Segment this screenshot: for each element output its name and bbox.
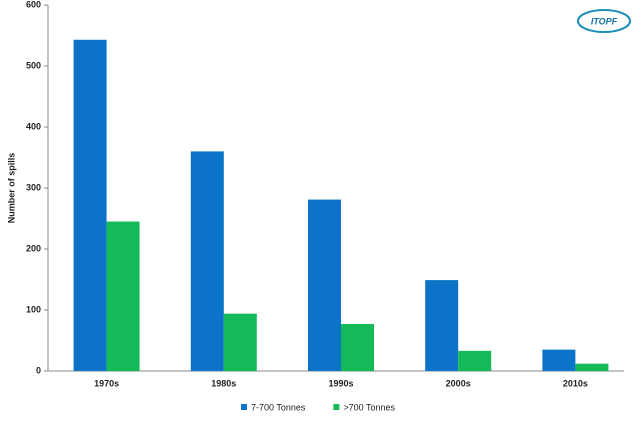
legend-swatch <box>333 404 340 410</box>
bar <box>575 363 609 371</box>
x-tick-label: 1980s <box>211 378 236 388</box>
x-tick-label: 1990s <box>328 378 353 388</box>
x-tick-label: 1970s <box>94 378 119 388</box>
y-axis-label: Number of spills <box>6 153 16 224</box>
y-tick-label: 400 <box>26 121 41 131</box>
bar <box>458 350 492 371</box>
y-tick-label: 600 <box>26 0 41 9</box>
y-tick-label: 200 <box>26 243 41 253</box>
legend-swatch <box>241 404 247 410</box>
logo: ITOPF <box>577 9 631 33</box>
bar <box>341 324 374 371</box>
legend-label: >700 Tonnes <box>343 402 395 412</box>
y-tick-label: 300 <box>26 182 41 192</box>
x-tick-label: 2000s <box>446 378 471 388</box>
bar <box>542 349 576 371</box>
y-tick-label: 0 <box>36 365 41 375</box>
bar <box>190 151 224 371</box>
bar <box>425 280 459 371</box>
y-tick-label: 100 <box>26 304 41 314</box>
logo-ring <box>577 9 631 33</box>
legend-label: 7-700 Tonnes <box>251 402 306 412</box>
x-tick-label: 2010s <box>563 378 588 388</box>
bar <box>223 313 257 371</box>
bar <box>73 39 107 372</box>
y-tick-label: 500 <box>26 60 41 70</box>
bar <box>308 199 341 371</box>
logo-text: ITOPF <box>591 16 618 26</box>
bar <box>106 221 140 371</box>
